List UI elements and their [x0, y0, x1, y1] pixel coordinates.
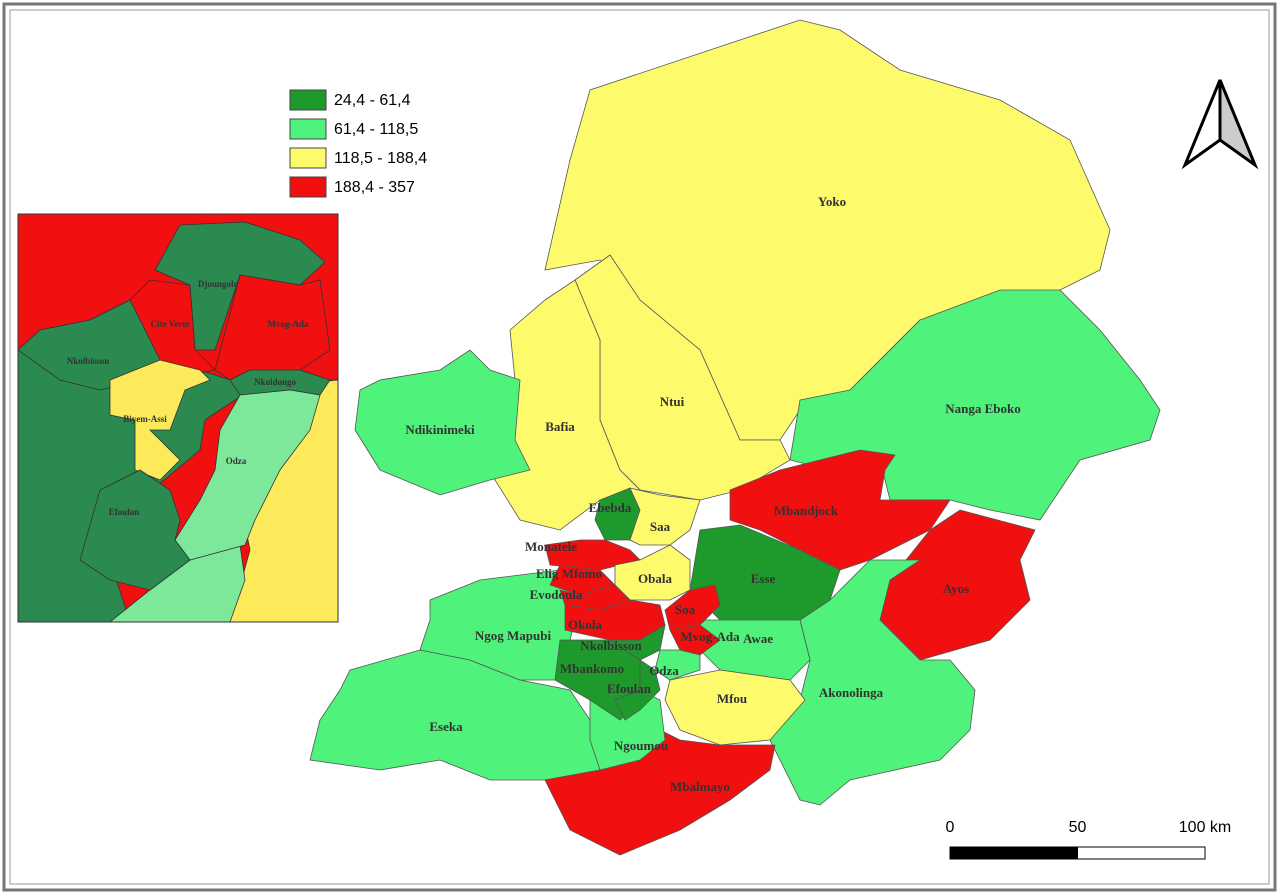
north-arrow: [1181, 79, 1259, 170]
region-label: Ngoumou: [614, 738, 668, 753]
legend-label: 118,5 - 188,4: [334, 150, 427, 167]
region-label: Elig Mfomo: [536, 566, 602, 581]
region-layer: Yoko Ntui Bafia Nanga Eboko Ndikinimeki Mband…: [309, 19, 1161, 856]
region: [669, 624, 721, 656]
region-label: Obala: [638, 571, 672, 586]
inset-region-label: Odza: [226, 456, 247, 466]
region-label: Evodoula: [530, 587, 583, 602]
scale-segment: [949, 846, 1078, 860]
region-label: Ayos: [943, 581, 969, 596]
region-label: Mbalmayo: [670, 779, 730, 794]
inset-region-label: Cite Verte: [151, 319, 190, 329]
scale-bar: 0 50 100 km: [946, 819, 1231, 860]
inset-region: [174, 389, 321, 561]
region-label: Ebebda: [589, 500, 632, 515]
legend-swatch: [289, 118, 327, 140]
region-label: Saa: [650, 519, 671, 534]
inset-region-layer: Djoungolo Cite Verte Mvog-Ada Nkolbisson Nko…: [17, 221, 331, 591]
legend-label: 61,4 - 118,5: [334, 121, 418, 138]
north-arrow-right: [1218, 79, 1259, 170]
legend-swatch: [289, 147, 327, 169]
region-label: Okola: [568, 617, 602, 632]
legend-label: 24,4 - 61,4: [334, 92, 411, 109]
region: [614, 659, 661, 721]
region-label: Mbankomo: [560, 661, 624, 676]
legend-label: 188,4 - 357: [334, 179, 415, 196]
inset-region-label: Djoungolo: [198, 279, 239, 289]
region-label: Ntui: [660, 394, 685, 409]
scale-label: 50: [1069, 819, 1087, 836]
region-label: Awae: [743, 631, 773, 646]
scale-label: 100 km: [1179, 819, 1231, 836]
region-label: Mfou: [717, 691, 747, 706]
inset-region-label: Mvog-Ada: [268, 319, 309, 329]
inset-region: [109, 359, 211, 481]
region: [608, 624, 666, 661]
inner-frame: [9, 9, 1270, 885]
region: [729, 449, 951, 571]
region-label: Akonolinga: [819, 685, 884, 700]
region-label: Soa: [675, 602, 696, 617]
scale-segment: [1077, 846, 1206, 860]
inset-region-label: Biyem-Assi: [123, 414, 167, 424]
region-label: Yoko: [818, 194, 846, 209]
region-label: Eseka: [429, 719, 463, 734]
region-label: Nkolbisson: [580, 638, 642, 653]
region: [664, 669, 806, 746]
legend-swatch: [289, 176, 327, 198]
inset-region-label: Efoulan: [109, 507, 140, 517]
region-label: Ndikinimeki: [405, 422, 475, 437]
region-label: Nanga Eboko: [945, 401, 1021, 416]
inset-frame: [17, 213, 339, 623]
region-label: Ngog Mapubi: [475, 628, 552, 643]
legend-swatch: [289, 89, 327, 111]
region-label: Monatele: [525, 539, 577, 554]
region: [544, 539, 641, 571]
region: [354, 349, 531, 496]
region-label: Bafia: [545, 419, 575, 434]
region-label: Mvog-Ada: [680, 629, 740, 644]
inset-region-label: Nkoldongo: [254, 377, 297, 387]
region-label: Mbandjock: [774, 503, 839, 518]
inset-region-label: Nkolbisson: [67, 356, 110, 366]
scale-label: 0: [946, 819, 955, 836]
legend: 24,4 - 61,4 61,4 - 118,5 118,5 - 188,4 188,…: [289, 89, 427, 198]
region-label: Efoulan: [607, 681, 652, 696]
region-label: Esse: [751, 571, 776, 586]
region-label: Odza: [649, 663, 679, 678]
inset-region: [79, 469, 191, 591]
